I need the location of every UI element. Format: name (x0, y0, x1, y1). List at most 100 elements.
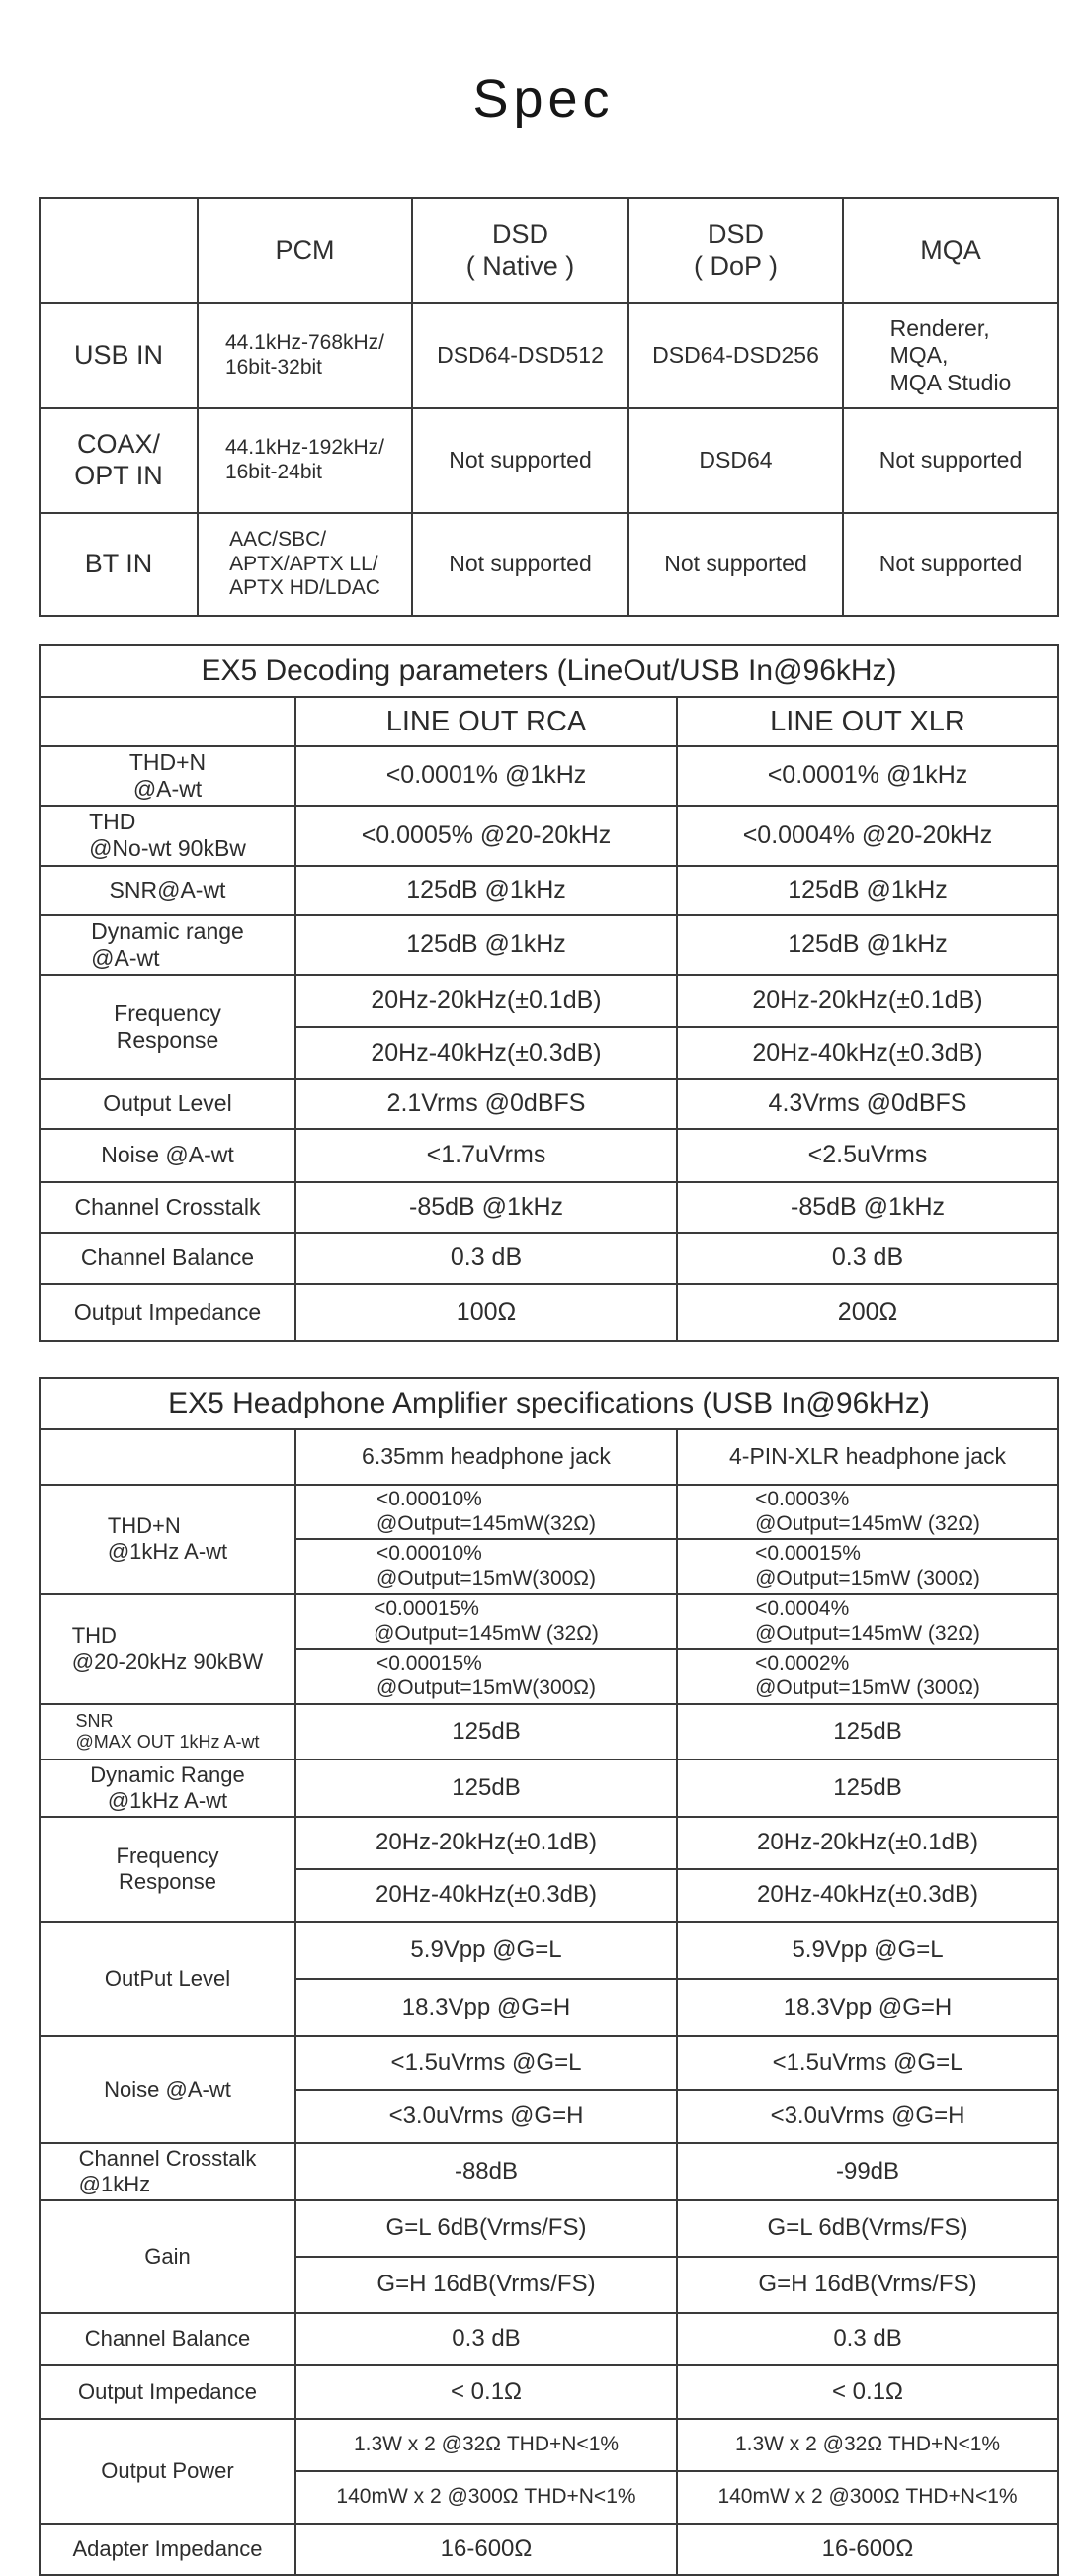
table-row: THD+N @A-wt <0.0001% @1kHz <0.0001% @1kH… (39, 744, 1059, 808)
value-cell: Not supported (842, 407, 1059, 514)
value-cell: 20Hz-40kHz(±0.3dB) (294, 1867, 678, 1923)
row-label-noise: Noise @A-wt (39, 1127, 296, 1183)
table-title: EX5 Headphone Amplifier specifications (… (38, 1376, 1060, 1430)
value-text: <0.0004% @Output=145mW (32Ω) (755, 1596, 980, 1645)
value-cell: 5.9Vpp @G=L (675, 1920, 1060, 1980)
value-cell: 20Hz-20kHz(±0.1dB) (294, 973, 678, 1028)
value-cell: 100Ω (294, 1282, 678, 1342)
row-label-dynamic-range: Dynamic Range @1kHz A-wt (39, 1758, 296, 1818)
table-row: COAX/ OPT IN 44.1kHz-192kHz/ 16bit-24bit… (39, 407, 1059, 514)
column-header-635mm-jack: 6.35mm headphone jack (294, 1427, 678, 1486)
value-cell: 200Ω (676, 1282, 1059, 1342)
table-row: THD+N @1kHz A-wt <0.00010% @Output=145mW… (39, 1483, 1060, 1595)
table-row: Frequency Response 20Hz-20kHz(±0.1dB) 20… (39, 973, 1059, 1080)
value-cell: 1.3W x 2 @32Ω THD+N<1% (294, 2417, 678, 2472)
value-cell: Not supported (842, 512, 1059, 617)
column-header-line-out-xlr: LINE OUT XLR (676, 696, 1059, 747)
value-cell: 125dB (675, 1758, 1060, 1818)
value-cell: 20Hz-20kHz(±0.1dB) (676, 973, 1059, 1028)
table-row: Channel Balance 0.3 dB 0.3 dB (39, 1231, 1059, 1285)
row-label-text: THD @20-20kHz 90kBW (71, 1623, 264, 1674)
value-cell: 4.3Vrms @0dBFS (676, 1077, 1059, 1130)
row-label-frequency-response: Frequency Response (39, 1815, 296, 1923)
value-text: <0.0002% @Output=15mW (300Ω) (755, 1652, 980, 1700)
table-row: Output Impedance 100Ω 200Ω (39, 1282, 1059, 1342)
value-cell: 125dB @1kHz (294, 913, 678, 976)
value-cell: <0.0001% @1kHz (294, 744, 678, 808)
table-header-row: 6.35mm headphone jack 4-PIN-XLR headphon… (39, 1427, 1060, 1486)
value-text: AAC/SBC/ APTX/APTX LL/ APTX HD/LDAC (229, 527, 380, 600)
corner-cell (39, 696, 296, 747)
table-row: 140mW x 2 @300Ω THD+N<1% 140mW x 2 @300Ω… (40, 2469, 1060, 2525)
value-cell: 125dB @1kHz (294, 864, 678, 916)
value-cell: <0.0005% @20-20kHz (294, 805, 678, 867)
table-row: SNR @MAX OUT 1kHz A-wt 125dB 125dB (39, 1702, 1060, 1760)
row-label-adapter-impedance: Adapter Impedance (39, 2522, 296, 2576)
value-cell: 44.1kHz-192kHz/ 16bit-24bit (197, 407, 413, 514)
table-header-row: LINE OUT RCA LINE OUT XLR (39, 696, 1059, 747)
value-cell: 16-600Ω (675, 2522, 1060, 2576)
row-label-frequency-response: Frequency Response (39, 973, 296, 1080)
value-cell: Not supported (627, 512, 844, 617)
row-label-noise: Noise @A-wt (39, 2034, 296, 2144)
value-cell: G=H 16dB(Vrms/FS) (294, 2255, 678, 2314)
row-label-dynamic-range: Dynamic range @A-wt (39, 913, 296, 976)
value-cell: Not supported (411, 407, 629, 514)
row-label-channel-balance: Channel Balance (39, 1231, 296, 1285)
value-cell: 140mW x 2 @300Ω THD+N<1% (294, 2469, 678, 2525)
row-label-thd: THD @20-20kHz 90kBW (39, 1592, 296, 1705)
row-label-thd: THD @No-wt 90kBw (39, 805, 296, 867)
table-title: EX5 Decoding parameters (LineOut/USB In@… (39, 644, 1059, 698)
value-cell: Not supported (411, 512, 629, 617)
value-cell: 125dB (675, 1702, 1060, 1760)
value-cell: <0.00010% @Output=15mW(300Ω) (294, 1538, 678, 1595)
headphone-amp-table: EX5 Headphone Amplifier specifications (… (38, 1376, 1060, 2576)
row-label-output-impedance: Output Impedance (39, 1282, 296, 1342)
row-label-snr: SNR@A-wt (39, 864, 296, 916)
value-text: <0.00010% @Output=15mW(300Ω) (376, 1542, 597, 1590)
value-cell: <0.00010% @Output=145mW(32Ω) (294, 1483, 678, 1541)
column-header-mqa: MQA (842, 197, 1059, 304)
table-row: 20Hz-40kHz(±0.3dB) 20Hz-40kHz(±0.3dB) (40, 1867, 1060, 1923)
table-row: SNR@A-wt 125dB @1kHz 125dB @1kHz (39, 864, 1059, 916)
row-label-coax-opt-in: COAX/ OPT IN (39, 407, 199, 514)
table-row: <0.00015% @Output=15mW(300Ω) <0.0002% @O… (40, 1648, 1060, 1705)
row-label-snr: SNR @MAX OUT 1kHz A-wt (39, 1702, 296, 1760)
value-cell: 5.9Vpp @G=L (294, 1920, 678, 1980)
row-label-text: Dynamic range @A-wt (91, 917, 244, 971)
value-cell: 18.3Vpp @G=H (294, 1977, 678, 2037)
column-header-4pin-xlr-jack: 4-PIN-XLR headphone jack (675, 1427, 1060, 1486)
row-label-text: THD+N @1kHz A-wt (107, 1513, 228, 1565)
value-text: <0.00015% @Output=15mW (300Ω) (755, 1542, 980, 1590)
row-label-text: THD @No-wt 90kBw (89, 809, 246, 862)
table-row: Frequency Response 20Hz-20kHz(±0.1dB) 20… (39, 1815, 1060, 1923)
value-cell: 125dB (294, 1702, 678, 1760)
page-title: Spec (472, 68, 615, 129)
row-label-text: Channel Crosstalk @1kHz (78, 2145, 257, 2196)
column-header-dsd-native: DSD ( Native ) (411, 197, 629, 304)
value-cell: 16-600Ω (294, 2522, 678, 2576)
table-row: Adapter Impedance 16-600Ω 16-600Ω (39, 2522, 1060, 2576)
table-row: USB IN 44.1kHz-768kHz/ 16bit-32bit DSD64… (39, 302, 1059, 409)
row-label-bt-in: BT IN (39, 512, 199, 617)
column-header-pcm: PCM (197, 197, 413, 304)
table-row: THD @20-20kHz 90kBW <0.00015% @Output=14… (39, 1592, 1060, 1705)
row-label-output-power: Output Power (39, 2417, 296, 2525)
table-row: 18.3Vpp @G=H 18.3Vpp @G=H (40, 1977, 1060, 2037)
row-label-channel-balance: Channel Balance (39, 2311, 296, 2366)
value-cell: AAC/SBC/ APTX/APTX LL/ APTX HD/LDAC (197, 512, 413, 617)
value-cell: DSD64-DSD512 (411, 302, 629, 409)
row-label-thdn: THD+N @1kHz A-wt (39, 1483, 296, 1595)
value-cell: 44.1kHz-768kHz/ 16bit-32bit (197, 302, 413, 409)
corner-cell (39, 1427, 296, 1486)
table-row: <0.00010% @Output=15mW(300Ω) <0.00015% @… (40, 1538, 1060, 1595)
value-text: Renderer, MQA, MQA Studio (889, 315, 1012, 395)
value-cell: <0.00015% @Output=15mW (300Ω) (675, 1538, 1060, 1595)
value-cell: <0.0004% @20-20kHz (676, 805, 1059, 867)
table-header-row: PCM DSD ( Native ) DSD ( DoP ) MQA (39, 197, 1059, 304)
value-cell: 125dB @1kHz (676, 864, 1059, 916)
value-cell: G=L 6dB(Vrms/FS) (294, 2198, 678, 2258)
value-cell: DSD64 (627, 407, 844, 514)
value-cell: <0.0001% @1kHz (676, 744, 1059, 808)
